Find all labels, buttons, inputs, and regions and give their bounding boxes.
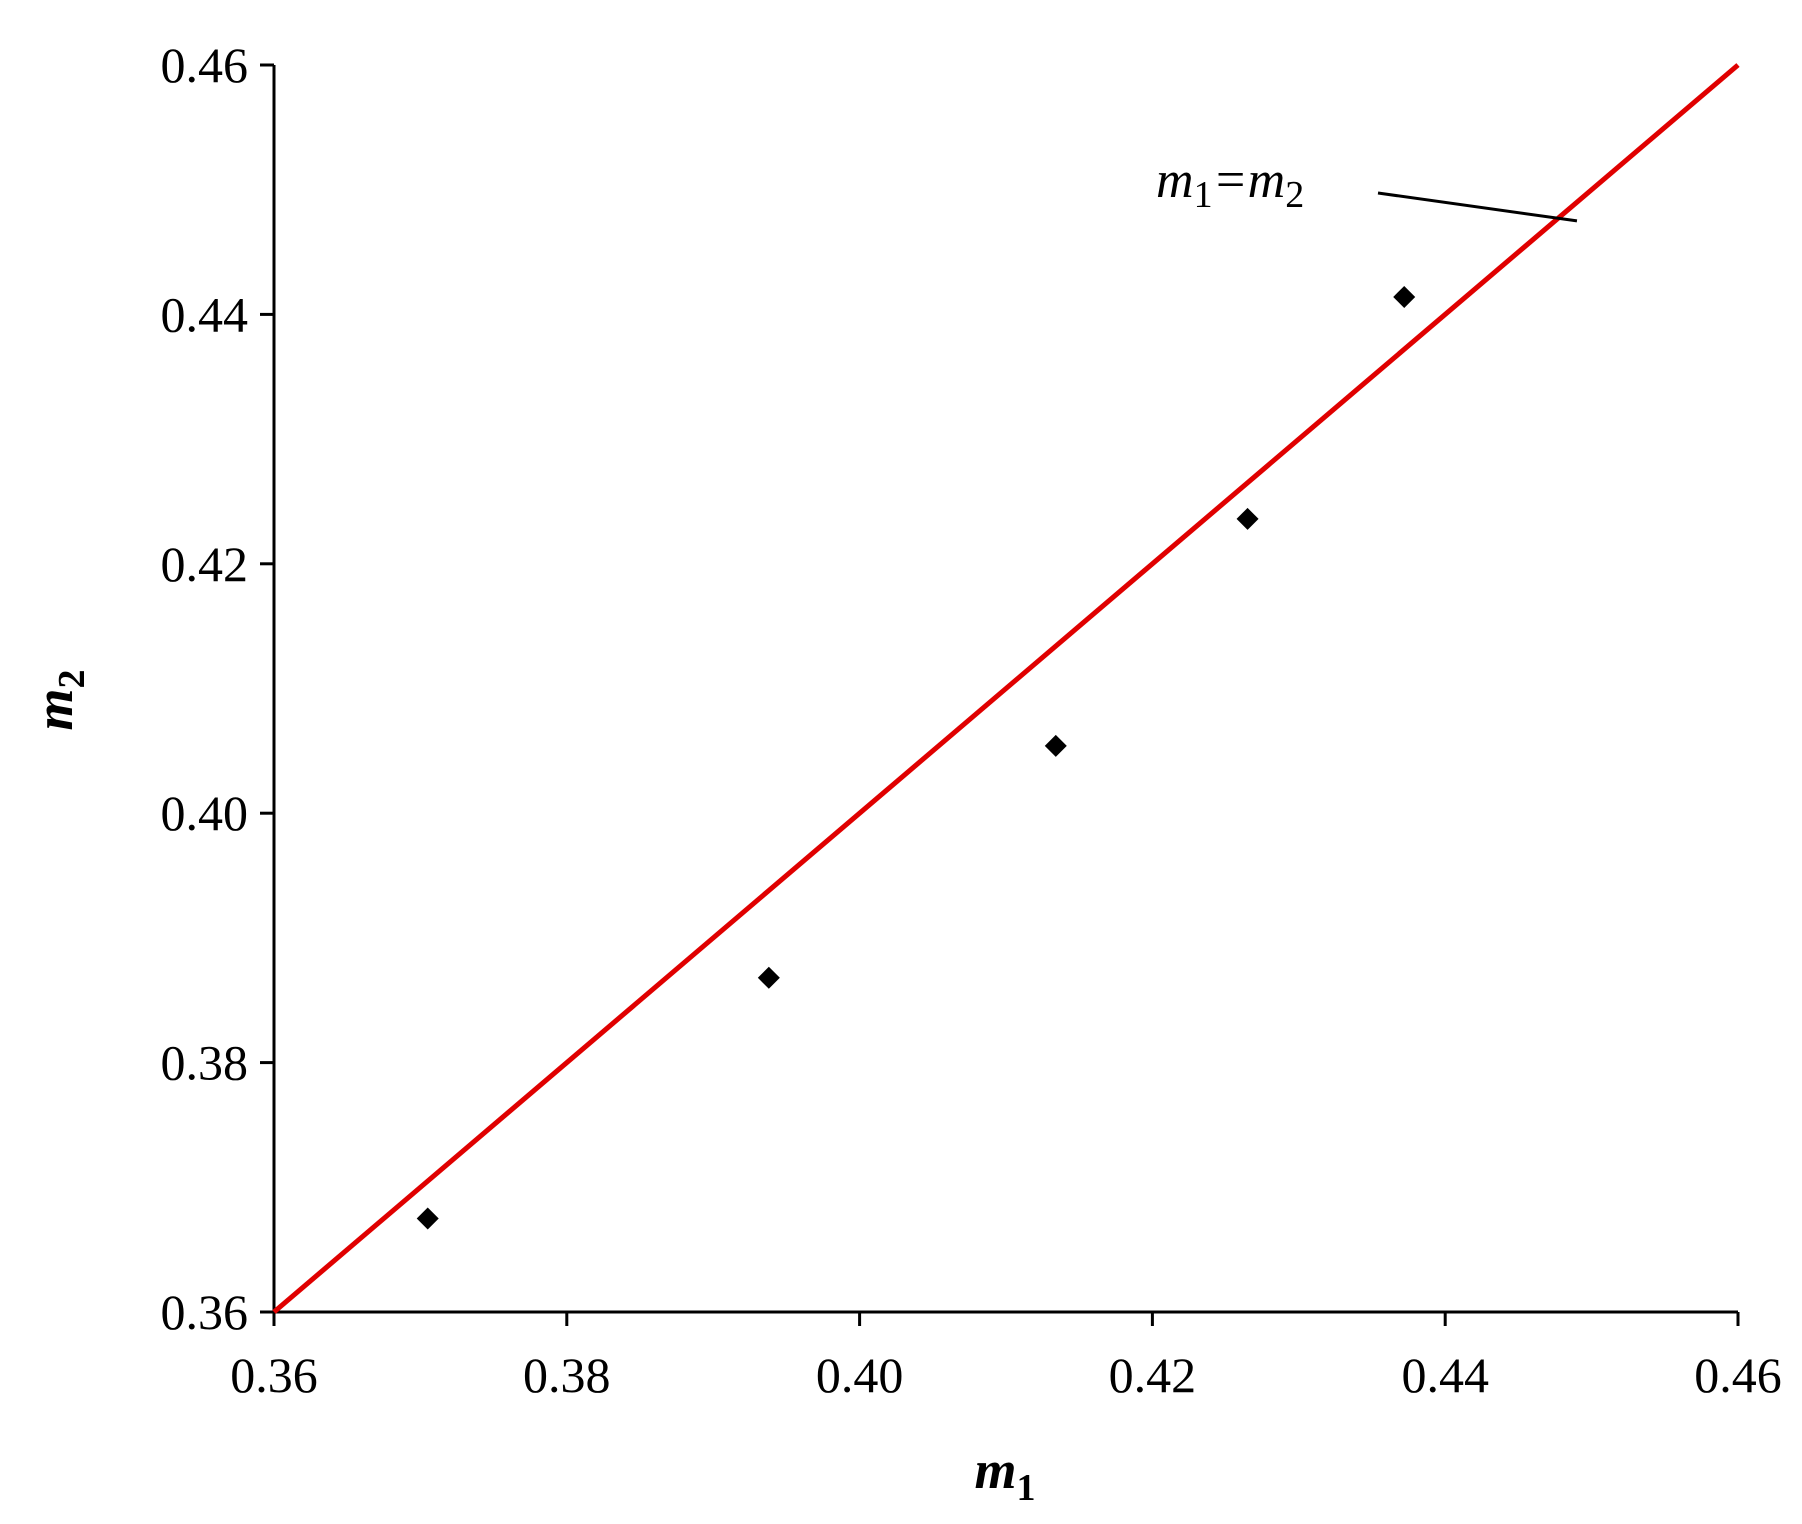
annotation-group — [1377, 191, 1578, 223]
ticks: 0.36 0.38 0.40 0.42 0.44 0.46 0.36 0.38 0.40 0.42… — [161, 37, 1782, 1403]
x-tick-label: 0.46 — [1694, 1347, 1782, 1403]
data-point — [1393, 285, 1416, 308]
y-tick-label: 0.44 — [161, 286, 249, 342]
data-points — [416, 285, 1416, 1230]
y-tick-label: 0.36 — [161, 1284, 249, 1340]
reference-line-group — [272, 63, 1740, 1314]
x-tick-label: 0.38 — [523, 1347, 611, 1403]
data-point — [757, 966, 780, 989]
axes — [272, 65, 1738, 1314]
y-tick-label: 0.38 — [161, 1035, 249, 1091]
annotation-leader-line — [1377, 191, 1578, 223]
reference-line-label: m1=m2 — [1156, 152, 1304, 216]
x-tick-label: 0.44 — [1401, 1347, 1489, 1403]
reference-line — [272, 63, 1740, 1314]
y-tick-label: 0.42 — [161, 536, 249, 592]
data-point — [1236, 507, 1259, 530]
y-tick-label: 0.46 — [161, 37, 249, 93]
x-tick-label: 0.42 — [1109, 1347, 1197, 1403]
x-axis-title: m1 — [974, 1440, 1035, 1509]
y-axis-title: m2 — [24, 669, 93, 730]
x-tick-label: 0.36 — [230, 1347, 318, 1403]
data-point — [416, 1207, 439, 1230]
x-tick-label: 0.40 — [816, 1347, 904, 1403]
y-tick-label: 0.40 — [161, 785, 249, 841]
data-point — [1044, 734, 1067, 757]
